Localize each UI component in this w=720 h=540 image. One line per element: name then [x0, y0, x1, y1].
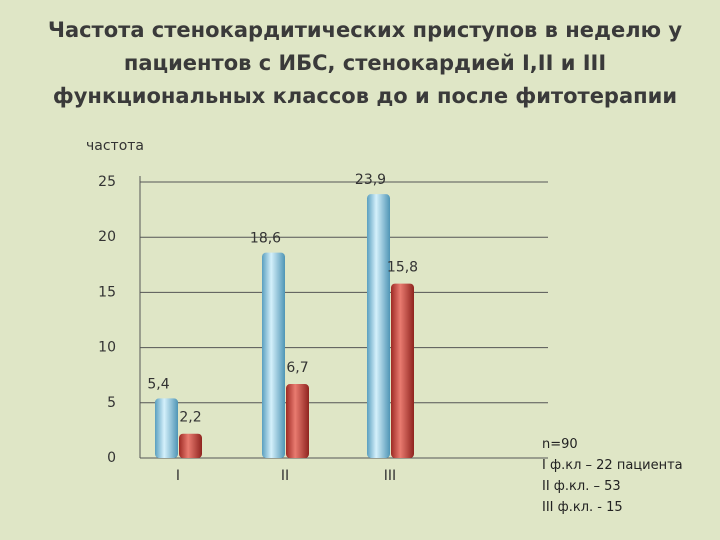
value-label: 2,2	[179, 410, 201, 426]
bar	[262, 252, 285, 458]
note: n=90	[542, 437, 578, 452]
x-tick-label: I	[176, 468, 180, 484]
value-label: 18,6	[250, 231, 281, 247]
x-tick-label: III	[384, 468, 396, 484]
y-tick-label: 5	[107, 395, 116, 411]
bar	[391, 283, 414, 458]
value-label: 23,9	[355, 172, 386, 188]
chart-title: Частота стенокардитических приступов в н…	[47, 18, 683, 108]
y-tick-label: 25	[98, 174, 116, 190]
bar	[286, 384, 309, 458]
note: II ф.кл. – 53	[542, 479, 621, 494]
value-label: 6,7	[286, 360, 308, 376]
note: III ф.кл. - 15	[542, 500, 623, 515]
bar	[179, 433, 202, 458]
y-tick-label: 15	[98, 284, 116, 300]
value-label: 15,8	[387, 260, 418, 276]
note: I ф.кл – 22 пациента	[542, 458, 683, 473]
y-tick-label: 20	[98, 229, 116, 245]
notes: n=90 I ф.кл – 22 пациента II ф.кл. – 53 III…	[542, 434, 683, 518]
bar	[367, 194, 390, 459]
y-tick-label: 10	[98, 340, 116, 356]
y-tick-label: 0	[107, 450, 116, 466]
bar	[155, 398, 178, 458]
value-label: 5,4	[147, 376, 169, 392]
x-tick-label: II	[281, 468, 289, 484]
y-axis-label: частота	[86, 138, 144, 154]
